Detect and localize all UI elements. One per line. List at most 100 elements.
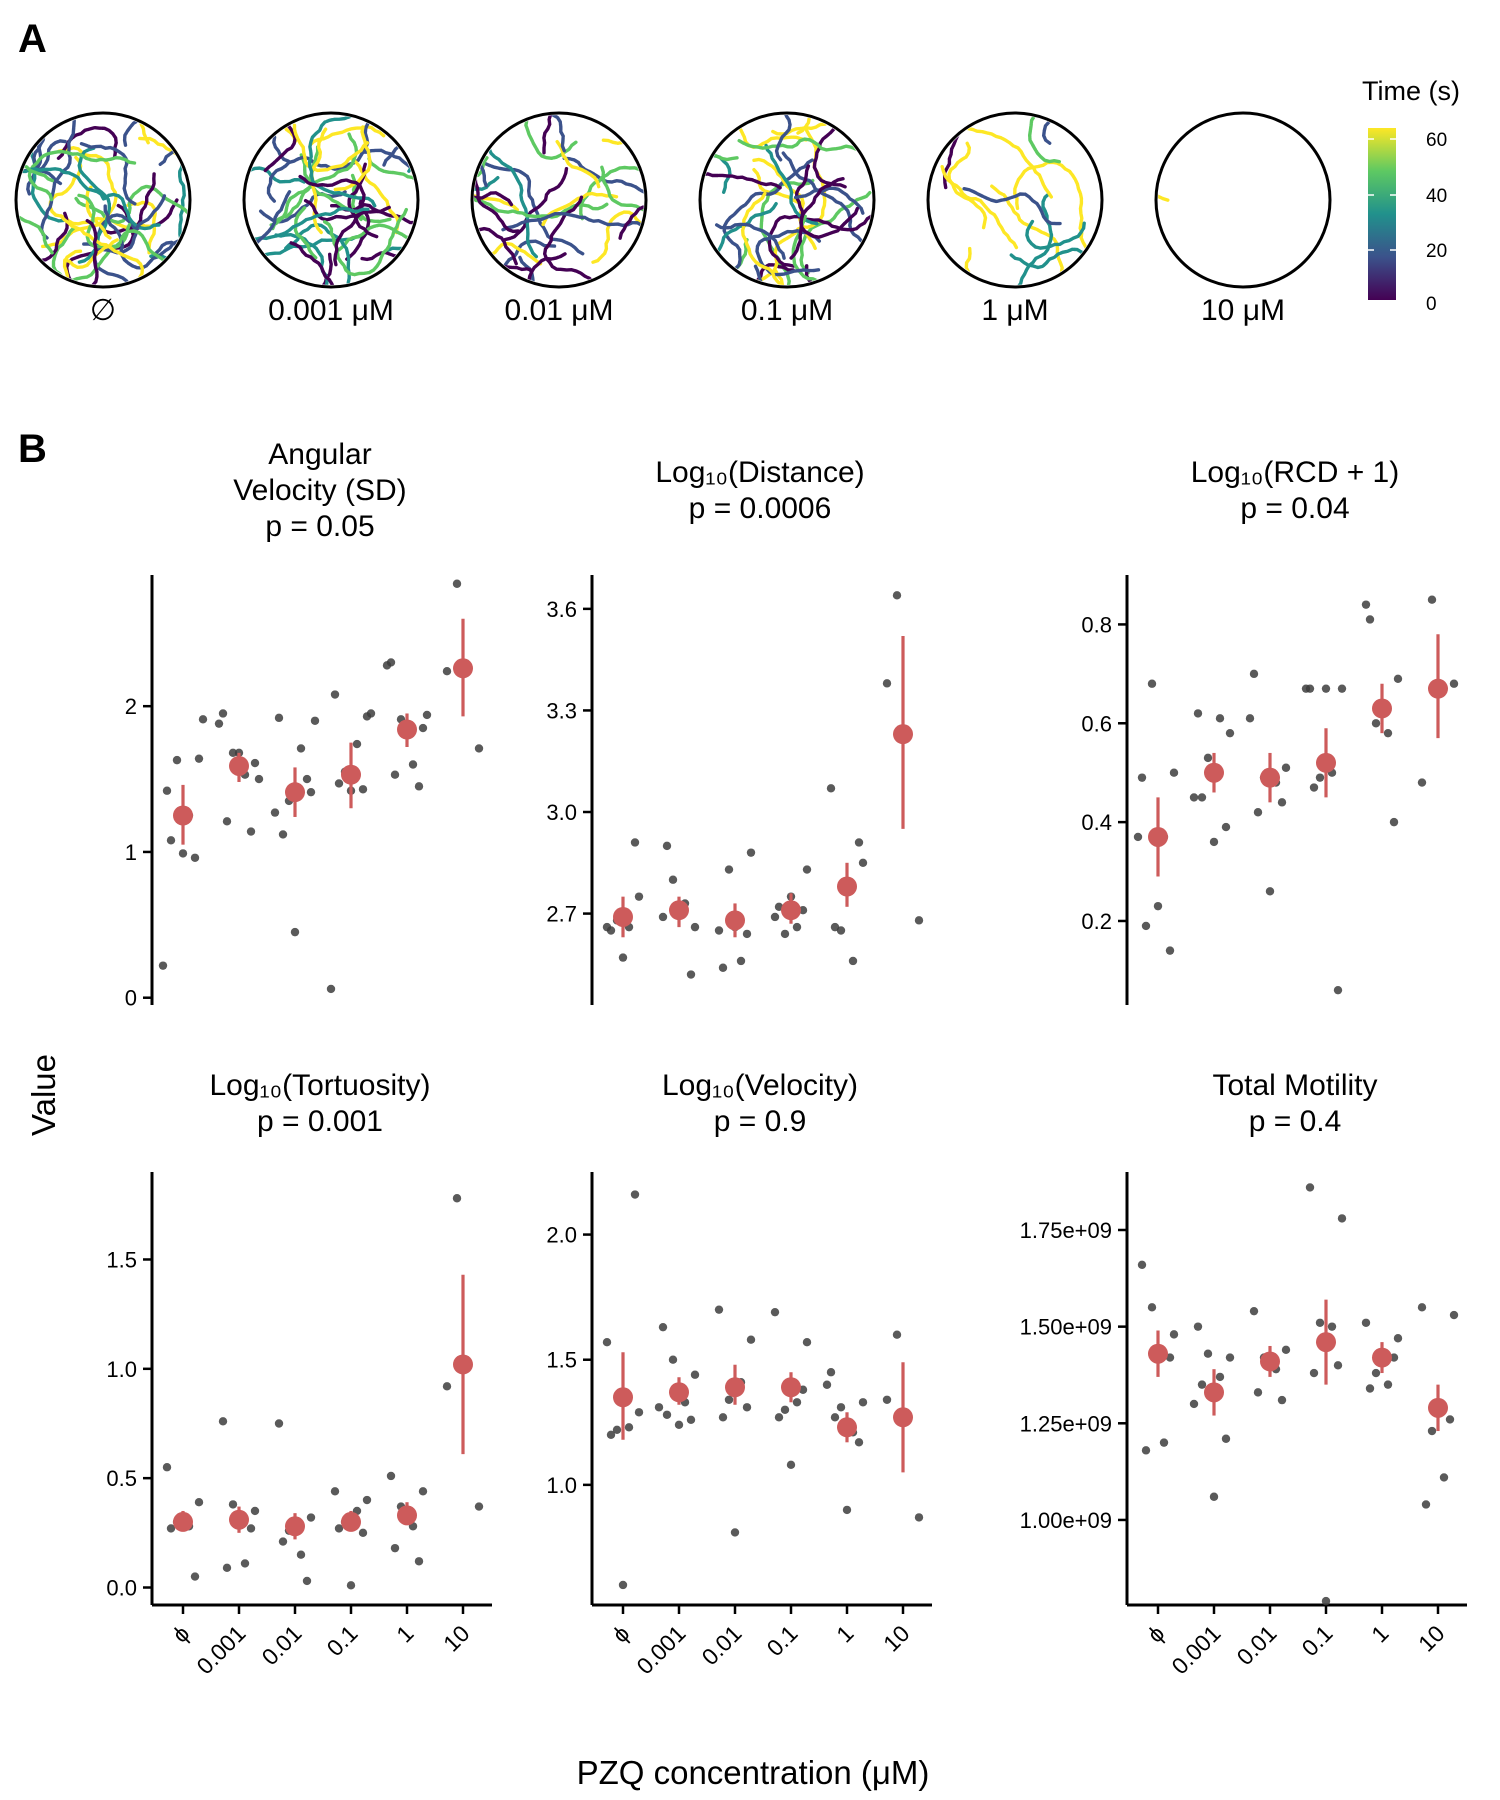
data-point xyxy=(198,715,208,724)
worm-track xyxy=(753,264,803,285)
data-point xyxy=(630,1190,640,1199)
data-point xyxy=(770,912,780,922)
worm-track xyxy=(474,174,519,212)
data-point xyxy=(1449,679,1459,688)
data-point xyxy=(714,926,724,935)
worm-track xyxy=(930,119,1053,199)
data-point xyxy=(408,760,418,769)
y-tick-label: 3.6 xyxy=(546,597,577,622)
data-point xyxy=(892,591,902,600)
data-point xyxy=(240,1559,250,1568)
data-point xyxy=(1189,793,1199,802)
data-point xyxy=(362,1495,372,1505)
data-point xyxy=(1309,783,1319,792)
worm-track xyxy=(702,238,749,285)
data-point xyxy=(662,1410,672,1419)
legend-colorbar xyxy=(1368,128,1396,300)
x-tick-label: 0.1 xyxy=(1297,1620,1338,1661)
data-point xyxy=(334,779,344,788)
y-tick-label: 0.5 xyxy=(106,1466,137,1491)
data-point xyxy=(1253,1388,1263,1397)
y-tick-label: 1 xyxy=(125,840,137,865)
data-point xyxy=(1305,1183,1315,1192)
data-point xyxy=(1365,615,1375,624)
worm-track xyxy=(962,187,1063,226)
data-point xyxy=(1249,669,1259,679)
y-axis-label: Value xyxy=(25,1054,62,1136)
panel-a-wells: ∅ 0.001 μM 0.01 μM 0.1 μM 1 μM 10 μM xyxy=(14,111,1332,327)
data-point xyxy=(724,1395,734,1404)
worm-track xyxy=(292,122,370,173)
worm-tracks xyxy=(702,115,872,285)
worm-track xyxy=(1041,115,1100,145)
data-point xyxy=(166,1524,176,1533)
worm-track xyxy=(702,153,782,190)
x-tick-label: 0.01 xyxy=(256,1620,306,1670)
data-point xyxy=(1421,1500,1431,1509)
data-point xyxy=(1389,817,1399,827)
worm-track xyxy=(333,125,372,192)
data-point xyxy=(1165,946,1175,955)
data-point xyxy=(358,785,368,794)
mean-point xyxy=(341,1511,361,1532)
data-point xyxy=(830,922,840,932)
worm-track xyxy=(307,115,377,208)
data-point xyxy=(718,963,728,972)
worm-tracks xyxy=(930,115,1100,285)
data-point xyxy=(414,782,424,791)
chart-2: Log₁₀(Distance) p = 0.0006 2.7 3.0 3.3 3.6 xyxy=(546,456,924,1005)
worm-tracks xyxy=(1158,191,1170,274)
worm-track xyxy=(1158,191,1170,274)
worm-track xyxy=(1027,115,1061,164)
data-point xyxy=(1147,679,1157,688)
data-point xyxy=(330,1487,340,1496)
data-point xyxy=(792,1398,802,1407)
data-point xyxy=(418,1487,428,1496)
legend-ticks: 60 40 20 0 xyxy=(1368,130,1447,315)
x-tick-label: 0.001 xyxy=(631,1620,690,1679)
data-point xyxy=(194,754,204,763)
data-point xyxy=(218,1417,228,1426)
data-point xyxy=(1389,1353,1399,1362)
data-point xyxy=(892,1330,902,1339)
worm-track xyxy=(289,241,336,285)
y-tick-label: 2 xyxy=(125,694,137,719)
worm-track xyxy=(737,137,872,182)
worm-track xyxy=(1013,160,1090,254)
data-point xyxy=(686,970,696,979)
worm-track xyxy=(359,148,416,251)
well-2: 0.001 μM xyxy=(242,111,420,327)
data-point xyxy=(798,905,808,915)
worm-track xyxy=(62,249,83,285)
y-tick-label: 3.3 xyxy=(546,698,577,723)
data-point xyxy=(270,808,280,817)
data-point xyxy=(612,1425,622,1434)
worm-track xyxy=(542,115,566,155)
data-point xyxy=(742,1403,752,1412)
data-point xyxy=(326,984,336,994)
data-point xyxy=(746,848,756,857)
worm-track xyxy=(618,205,644,264)
worm-track xyxy=(350,157,400,235)
data-point xyxy=(746,1335,756,1344)
data-point xyxy=(658,1322,668,1332)
data-point xyxy=(418,723,428,733)
worm-tracks xyxy=(18,115,188,285)
data-point xyxy=(914,916,924,925)
data-point xyxy=(1371,1368,1381,1378)
data-point xyxy=(162,1463,172,1472)
well-1: ∅ xyxy=(14,111,192,327)
panel-b-label: B xyxy=(18,427,47,471)
worm-track xyxy=(246,206,370,268)
well-label: ∅ xyxy=(90,294,116,327)
worm-track xyxy=(149,115,188,261)
data-point xyxy=(386,1471,396,1481)
data-point xyxy=(742,929,752,939)
data-point xyxy=(654,1403,664,1412)
worm-track xyxy=(799,177,859,239)
data-point xyxy=(774,1413,784,1422)
data-point xyxy=(634,1408,644,1417)
well-outline xyxy=(926,111,1104,289)
data-point xyxy=(662,841,672,851)
